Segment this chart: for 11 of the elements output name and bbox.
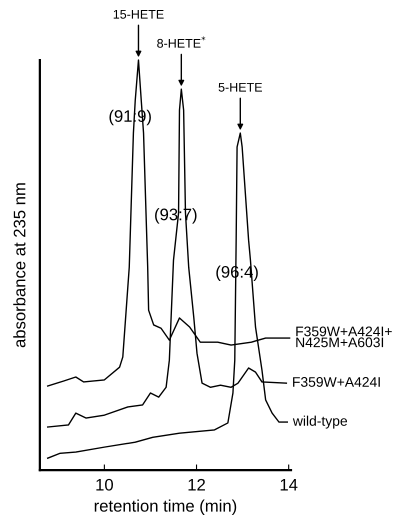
x-tick-label: 12 [188, 478, 205, 490]
annotation: 5-HETE [218, 82, 262, 92]
y-axis-title: absorbance at 235 nm [13, 183, 26, 348]
series-label: F359W+A424I+ N425M+A603I [296, 326, 392, 348]
x-tick-label: 14 [280, 479, 298, 490]
x-tick-label: 10 [96, 478, 113, 491]
series-label: wild-type [292, 416, 348, 429]
annotation: 8-HETE$^{*}$ [157, 36, 206, 48]
annotation: 15-HETE [114, 10, 164, 19]
series-label: F359W+A424I [293, 377, 380, 387]
x-axis-title: retention time (min) [94, 500, 236, 516]
